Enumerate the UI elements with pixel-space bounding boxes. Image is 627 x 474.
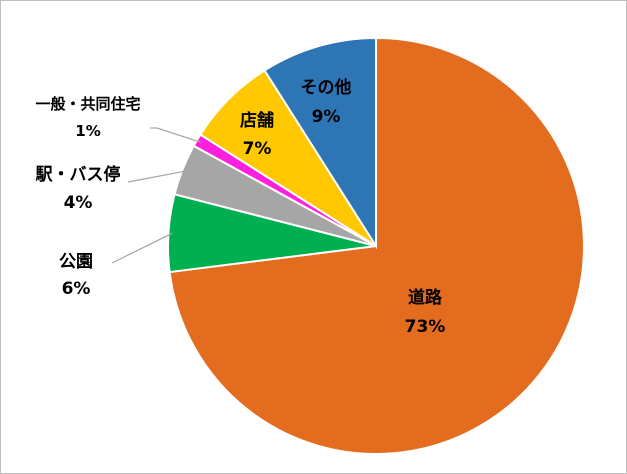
slice-value-park: 6%: [62, 279, 91, 299]
slice-label-store: 店舗: [240, 110, 274, 131]
leader-line-housing: [150, 127, 201, 143]
slice-value-station: 4%: [64, 193, 93, 213]
pie-slice-other: [263, 36, 377, 250]
slice-label-station: 駅・バス停: [35, 164, 121, 185]
slice-label-road: 道路: [408, 287, 443, 308]
slice-value-housing: 1%: [75, 122, 100, 140]
slice-value-road: 73%: [405, 317, 446, 337]
slice-value-other: 9%: [312, 107, 341, 127]
leader-line-park: [111, 232, 173, 264]
slice-label-other: その他: [301, 77, 352, 98]
leader-line-station: [127, 170, 187, 183]
slice-label-park: 公園: [59, 252, 93, 272]
slice-label-housing: 一般・共同住宅: [35, 95, 140, 113]
slice-value-store: 7%: [243, 139, 272, 159]
